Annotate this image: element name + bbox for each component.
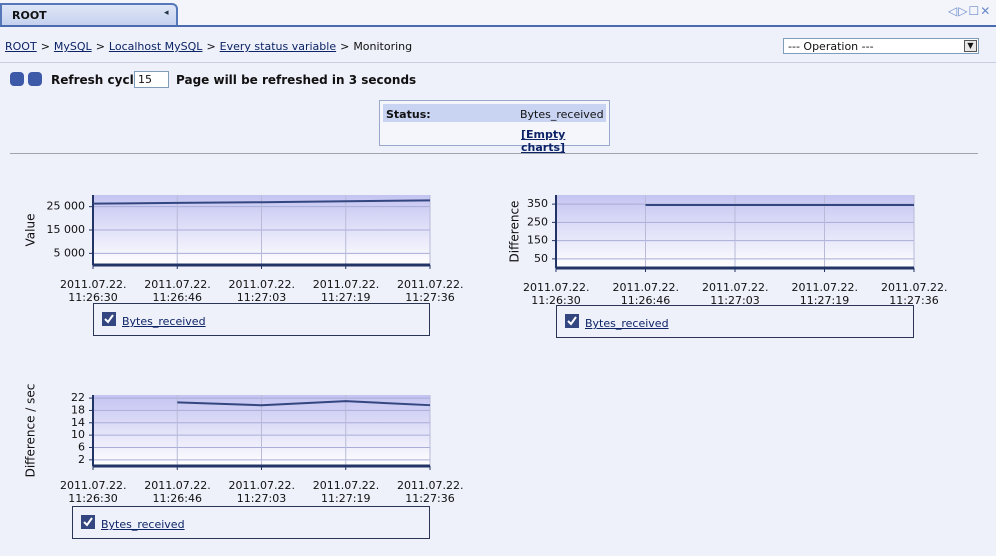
breadcrumb-link[interactable]: ROOT: [5, 40, 37, 53]
legend: Bytes_received: [93, 303, 430, 336]
breadcrumb-link[interactable]: MySQL: [53, 40, 92, 53]
y-tick-label: 150: [527, 234, 548, 247]
play-button[interactable]: [10, 72, 24, 86]
y-tick-label: 18: [71, 403, 85, 416]
breadcrumb: ROOT > MySQL > Localhost MySQL > Every status …: [5, 40, 412, 53]
x-tick-label: 2011.07.22. 11:27:19: [312, 278, 380, 304]
legend-label[interactable]: Bytes_received: [585, 317, 669, 330]
data-line: [177, 400, 431, 407]
divider: [10, 153, 978, 154]
x-tick-label: 2011.07.22. 11:26:30: [60, 278, 127, 304]
refresh-input-value: 15: [138, 73, 152, 86]
breadcrumb-link[interactable]: Localhost MySQL: [108, 40, 203, 53]
refresh-input[interactable]: 15: [134, 71, 169, 88]
tab[interactable]: ROOT ◂: [0, 3, 178, 25]
status-box: Status: Bytes_received [Empty charts]: [379, 100, 610, 154]
legend-label[interactable]: Bytes_received: [122, 315, 206, 328]
y-tick-label: 22: [71, 391, 85, 404]
data-line: [92, 199, 431, 205]
x-tick-label: 2011.07.22. 11:27:36: [397, 479, 464, 505]
x-tick-label: 2011.07.22. 11:27:36: [881, 281, 948, 307]
y-axis-label: Difference / sec: [24, 384, 38, 478]
x-tick-label: 2011.07.22. 11:27:19: [312, 479, 380, 505]
legend-checkbox[interactable]: [102, 312, 116, 326]
breadcrumb-separator: >: [206, 40, 216, 53]
status-row: [383, 104, 606, 122]
stop-button[interactable]: [28, 72, 42, 86]
x-tick-label: 2011.07.22. 11:27:03: [228, 479, 295, 505]
tab-title: ROOT: [12, 9, 47, 22]
x-tick-label: 2011.07.22. 11:26:46: [144, 479, 211, 505]
x-tick-label: 2011.07.22. 11:26:30: [523, 281, 590, 307]
x-tick-label: 2011.07.22. 11:27:03: [702, 281, 769, 307]
y-axis-label: Value: [24, 214, 38, 247]
select-arrow[interactable]: ▼: [964, 40, 977, 52]
breadcrumb-current: Monitoring: [353, 40, 413, 53]
empty-charts-link[interactable]: [Empty charts]: [521, 128, 566, 154]
y-tick-label: 25 000: [47, 200, 86, 213]
status-label: Status:: [386, 108, 431, 121]
operation-select[interactable]: --- Operation --- ▼: [783, 38, 979, 54]
breadcrumb-separator: >: [340, 40, 350, 53]
x-tick-label: 2011.07.22. 11:26:30: [60, 479, 127, 505]
x-tick-label: 2011.07.22. 11:26:46: [144, 278, 211, 304]
x-tick-label: 2011.07.22. 11:27:36: [397, 278, 464, 304]
window-controls[interactable]: ◁▷☐✕: [948, 4, 992, 18]
tab-close-arrow[interactable]: ◂: [164, 8, 169, 18]
status-value: Bytes_received: [520, 108, 604, 121]
y-tick-label: 350: [527, 197, 548, 210]
y-tick-label: 14: [71, 416, 85, 429]
y-tick-label: 5 000: [54, 246, 86, 259]
x-tick-label: 2011.07.22. 11:27:19: [791, 281, 858, 307]
refresh-message: Page will be refreshed in 3 seconds: [176, 73, 417, 87]
legend: Bytes_received: [72, 506, 430, 539]
breadcrumb-bar: [0, 28, 996, 63]
y-tick-label: 15 000: [47, 223, 86, 236]
x-tick-label: 2011.07.22. 11:26:46: [612, 281, 679, 307]
legend-checkbox[interactable]: [81, 515, 95, 529]
y-tick-label: 6: [78, 440, 85, 453]
y-tick-label: 10: [71, 428, 85, 441]
operation-select-text: --- Operation ---: [788, 40, 874, 53]
legend-label[interactable]: Bytes_received: [101, 518, 185, 531]
x-tick-label: 2011.07.22. 11:27:03: [228, 278, 295, 304]
y-tick-label: 50: [534, 252, 548, 265]
legend-checkbox[interactable]: [565, 314, 579, 328]
legend: Bytes_received: [556, 305, 914, 338]
y-axis-label: Difference: [508, 201, 522, 263]
refresh-label: Refresh cycle:: [51, 73, 147, 87]
breadcrumb-link[interactable]: Every status variable: [219, 40, 337, 53]
breadcrumb-separator: >: [95, 40, 105, 53]
breadcrumb-separator: >: [40, 40, 50, 53]
y-tick-label: 250: [527, 215, 548, 228]
y-tick-label: 2: [78, 453, 85, 466]
